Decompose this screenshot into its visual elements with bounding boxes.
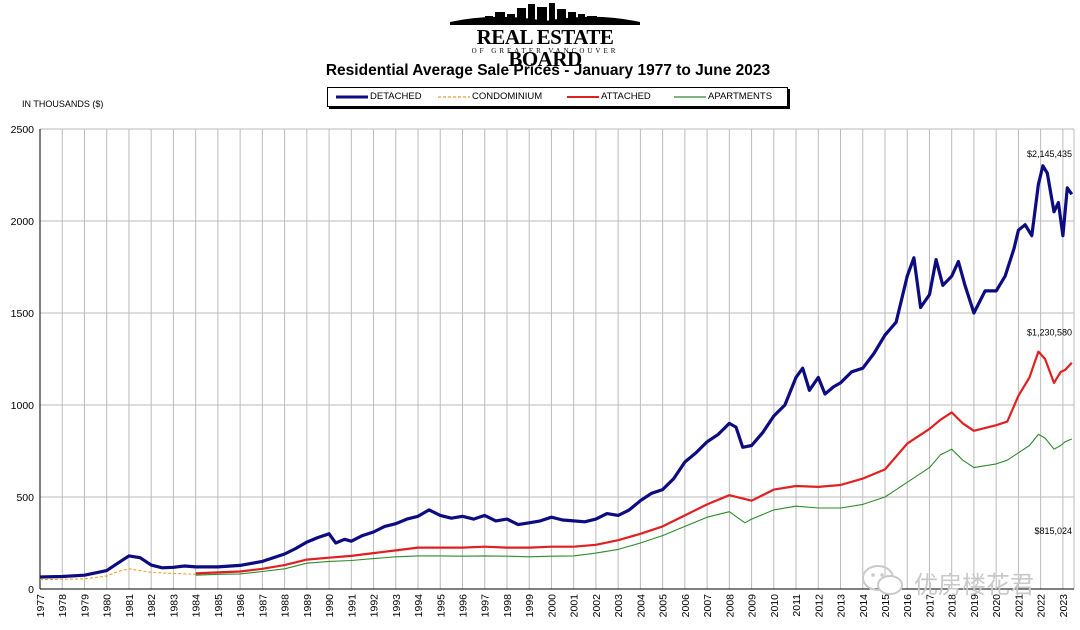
chart-title: Residential Average Sale Prices - Januar… <box>325 62 771 79</box>
logo-subtitle: OF GREATER VANCOUVER <box>471 47 619 55</box>
x-tick-label: 2015 <box>880 594 892 618</box>
legend-label-attached: ATTACHED <box>601 91 651 102</box>
y-tick-label: 0 <box>28 584 34 596</box>
legend-label-condominium: CONDOMINIUM <box>472 91 543 102</box>
series-line-detached <box>39 164 1074 579</box>
x-tick-label: 1989 <box>302 594 314 618</box>
legend-swatch-condominium <box>438 96 470 98</box>
x-tick-label: 2020 <box>991 594 1003 618</box>
x-tick-label: 1987 <box>257 594 269 618</box>
x-tick-label: 2013 <box>836 594 848 618</box>
x-tick-label: 2005 <box>658 594 670 618</box>
y-tick-label: 500 <box>16 492 34 504</box>
x-tick-label: 2010 <box>769 594 781 618</box>
x-tick-label: 1995 <box>435 594 447 618</box>
x-tick-label: 2017 <box>924 594 936 618</box>
legend-label-detached: DETACHED <box>370 91 422 102</box>
y-tick-label: 1000 <box>11 400 35 412</box>
x-tick-label: 1991 <box>346 594 358 618</box>
x-tick-label: 1999 <box>524 594 536 618</box>
value-annotation-apartments: $815,024 <box>1034 526 1072 536</box>
x-tick-label: 2001 <box>569 594 581 618</box>
x-tick-label: 2021 <box>1013 594 1025 618</box>
x-tick-label: 1990 <box>324 594 336 618</box>
x-tick-label: 1984 <box>191 594 203 618</box>
x-tick-label: 2016 <box>902 594 914 618</box>
series-line-apartments <box>195 433 1073 576</box>
x-tick-label: 1983 <box>168 594 180 618</box>
x-tick-label: 1981 <box>124 594 136 618</box>
x-tick-label: 1986 <box>235 594 247 618</box>
x-tick-label: 1982 <box>146 594 158 618</box>
x-tick-label: 1977 <box>35 594 47 618</box>
logo-name: REAL ESTATE BOARD <box>476 25 614 71</box>
x-tick-label: 2003 <box>613 594 625 618</box>
y-tick-label: 2500 <box>11 124 35 136</box>
y-tick-label: 1500 <box>11 308 35 320</box>
grid <box>39 128 1075 590</box>
x-tick-label: 2014 <box>858 594 870 618</box>
series-line-attached <box>195 350 1073 575</box>
logo: REAL ESTATE BOARD OF GREATER VANCOUVER <box>445 2 645 70</box>
series-line-condominium <box>39 568 218 581</box>
tick-labels: 0 500 1000 1500 2000 2500 1977 1978 1979 1980 1981… <box>11 124 1070 617</box>
x-tick-label: 1988 <box>280 594 292 618</box>
legend: DETACHED CONDOMINIUM ATTACHED APARTMENTS <box>327 87 788 107</box>
legend-item-detached: DETACHED <box>334 88 422 106</box>
x-tick-label: 2011 <box>791 594 803 617</box>
x-tick-label: 1978 <box>57 594 69 618</box>
legend-swatch-apartments <box>674 96 706 98</box>
x-tick-label: 2000 <box>546 594 558 618</box>
x-tick-label: 1979 <box>79 594 91 618</box>
x-tick-label: 1994 <box>413 594 425 618</box>
x-tick-label: 2009 <box>747 594 759 618</box>
city-skyline-icon <box>450 3 640 25</box>
watermark-text: 优房楼花君 <box>914 571 1034 599</box>
x-tick-label: 2018 <box>947 594 959 618</box>
x-tick-label: 2023 <box>1058 594 1070 618</box>
x-tick-label: 1998 <box>502 594 514 618</box>
x-tick-label: 2002 <box>591 594 603 618</box>
y-axis-label: IN THOUSANDS ($) <box>22 99 104 109</box>
x-tick-label: 2004 <box>635 594 647 618</box>
x-tick-label: 2022 <box>1036 594 1048 618</box>
x-tick-label: 2006 <box>680 594 692 618</box>
x-tick-label: 1985 <box>213 594 225 618</box>
series-lines <box>39 164 1074 581</box>
watermark: 优房楼花君 <box>858 563 1078 599</box>
legend-item-apartments: APARTMENTS <box>672 88 772 106</box>
legend-swatch-detached <box>336 95 368 99</box>
x-tick-label: 1980 <box>102 594 114 618</box>
x-tick-label: 2012 <box>813 594 825 618</box>
x-tick-label: 1997 <box>480 594 492 618</box>
legend-label-apartments: APARTMENTS <box>708 91 773 102</box>
value-annotation-attached: $1,230,580 <box>1027 328 1072 338</box>
x-tick-label: 2019 <box>969 594 981 618</box>
value-annotation-detached: $2,145,435 <box>1027 149 1072 159</box>
x-tick-label: 1992 <box>369 594 381 618</box>
legend-item-condominium: CONDOMINIUM <box>436 88 542 106</box>
x-tick-label: 2008 <box>724 594 736 618</box>
x-tick-label: 2007 <box>702 594 714 618</box>
x-tick-label: 1996 <box>457 594 469 618</box>
wechat-icon <box>862 565 903 595</box>
legend-swatch-attached <box>567 96 599 98</box>
annotations: $2,145,435 $1,230,580 $815,024 <box>1027 149 1072 536</box>
y-tick-label: 2000 <box>11 216 35 228</box>
x-tick-label: 1993 <box>391 594 403 618</box>
legend-item-attached: ATTACHED <box>565 88 651 106</box>
